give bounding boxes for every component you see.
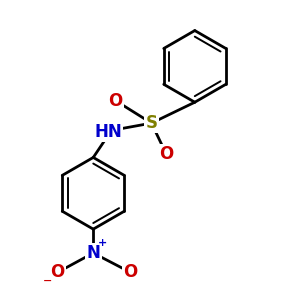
Text: O: O [109, 92, 123, 110]
Text: O: O [159, 146, 173, 164]
Text: O: O [50, 263, 64, 281]
Text: N: N [86, 244, 100, 262]
Text: S: S [146, 114, 158, 132]
Text: +: + [98, 238, 107, 248]
Text: −: − [43, 276, 52, 286]
Text: HN: HN [94, 123, 122, 141]
Text: O: O [124, 263, 138, 281]
